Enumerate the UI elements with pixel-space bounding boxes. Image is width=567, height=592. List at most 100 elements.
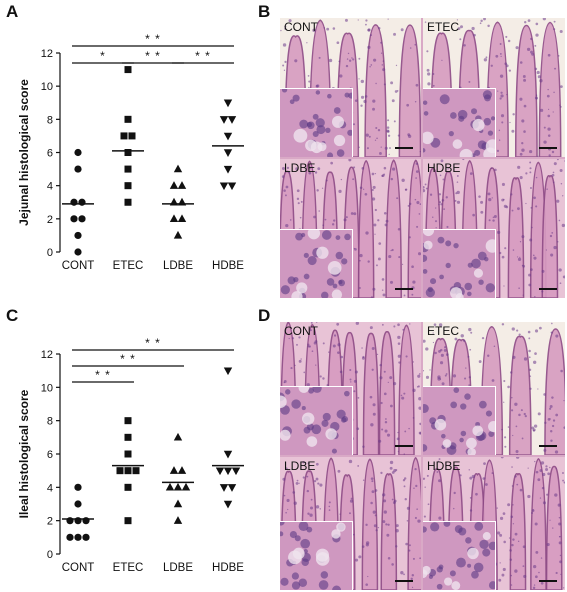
significance-label: * * <box>95 368 111 382</box>
data-point <box>124 198 132 206</box>
inset-texture <box>280 518 352 590</box>
y-tick-label: 4 <box>47 482 53 494</box>
micrograph-label: HDBE <box>427 161 461 175</box>
micrograph-label: LDBE <box>284 161 316 175</box>
data-point <box>120 132 128 140</box>
data-point <box>124 165 132 173</box>
data-point <box>169 466 179 474</box>
data-point <box>74 165 82 173</box>
data-point <box>181 482 191 491</box>
micrograph-inset <box>280 87 355 157</box>
y-tick-label: 12 <box>41 349 53 361</box>
data-point <box>70 198 78 206</box>
y-tick-label: 8 <box>47 416 53 428</box>
jejunum-micrographs: CONT ETEC LDBE HDBE <box>280 18 565 298</box>
data-point <box>219 182 229 191</box>
x-tick-label: HDBE <box>212 260 244 272</box>
data-point <box>74 148 82 157</box>
data-point <box>82 533 90 541</box>
data-point <box>74 231 82 240</box>
data-point <box>116 467 124 475</box>
inset-texture <box>423 224 500 298</box>
micrograph-inset <box>280 226 353 298</box>
significance-label: * * <box>145 32 161 46</box>
data-point <box>223 367 233 376</box>
data-point <box>74 500 82 508</box>
micrograph-ileum-cont: CONT <box>280 322 421 455</box>
data-point <box>124 467 132 475</box>
micrograph-inset <box>423 88 500 157</box>
scale-bar <box>395 147 413 149</box>
y-tick-label: 12 <box>41 48 53 60</box>
x-tick-label: CONT <box>62 562 95 574</box>
data-point <box>173 499 183 508</box>
micrograph-label: CONT <box>284 20 318 34</box>
micrograph-label: ETEC <box>427 324 460 338</box>
inset-texture <box>423 89 500 157</box>
data-point <box>231 467 241 476</box>
micrograph-label: HDBE <box>427 459 461 473</box>
data-point <box>124 417 132 425</box>
data-point <box>173 230 183 239</box>
y-tick-label: 0 <box>47 549 53 561</box>
data-point <box>124 149 132 156</box>
data-point <box>223 500 233 509</box>
data-point <box>223 450 233 459</box>
micrograph-inset <box>280 518 353 590</box>
data-point <box>173 482 183 491</box>
data-point <box>165 482 175 491</box>
data-point <box>223 149 233 157</box>
scale-bar <box>539 445 557 447</box>
data-point <box>177 181 187 189</box>
micrograph-jejunum-cont: CONT <box>280 18 421 157</box>
x-tick-label: HDBE <box>212 562 244 574</box>
scale-bar <box>395 445 413 447</box>
data-point <box>215 467 225 476</box>
data-point <box>124 66 132 74</box>
y-tick-label: 6 <box>47 449 53 461</box>
scale-bar <box>539 288 557 290</box>
data-point <box>74 517 82 525</box>
x-tick-label: LDBE <box>163 562 193 574</box>
x-tick-label: CONT <box>62 260 95 272</box>
data-point <box>128 132 136 140</box>
y-tick-label: 4 <box>47 181 53 193</box>
data-point <box>219 484 229 492</box>
data-point <box>124 483 132 491</box>
panel-letter-b: B <box>258 2 271 21</box>
data-point <box>78 215 86 223</box>
significance-label: * * <box>195 49 211 63</box>
y-axis-label: Ileal histological score <box>17 389 31 518</box>
significance-label: * * <box>145 49 161 63</box>
inset-texture <box>280 226 352 298</box>
inset-texture <box>423 387 500 455</box>
data-point <box>74 248 82 256</box>
scale-bar <box>395 288 413 290</box>
data-point <box>74 483 82 491</box>
micrograph-inset <box>423 520 498 590</box>
y-tick-label: 0 <box>47 247 53 259</box>
scale-bar <box>539 580 557 582</box>
micrograph-inset <box>423 224 500 298</box>
significance-label: * <box>100 49 106 63</box>
significance-label: * * <box>145 336 161 350</box>
data-point <box>124 433 132 441</box>
data-point <box>227 484 237 492</box>
micrograph-inset <box>280 382 353 455</box>
data-point <box>82 517 90 525</box>
micrograph-inset <box>423 386 500 455</box>
data-point <box>124 182 132 190</box>
panel-letter-d: D <box>258 306 271 325</box>
data-point <box>169 181 179 189</box>
data-point <box>219 116 229 124</box>
panel-letter-c: C <box>6 306 19 325</box>
data-point <box>66 517 74 525</box>
micrograph-jejunum-etec: ETEC <box>423 18 565 157</box>
y-tick-label: 10 <box>41 81 53 93</box>
micrograph-ileum-ldbe: LDBE <box>280 457 421 590</box>
data-point <box>173 516 183 524</box>
micrograph-ileum-hdbe: HDBE <box>423 457 565 590</box>
micrograph-jejunum-hdbe: HDBE <box>423 159 565 298</box>
data-point <box>66 533 74 541</box>
x-tick-label: LDBE <box>163 260 193 272</box>
